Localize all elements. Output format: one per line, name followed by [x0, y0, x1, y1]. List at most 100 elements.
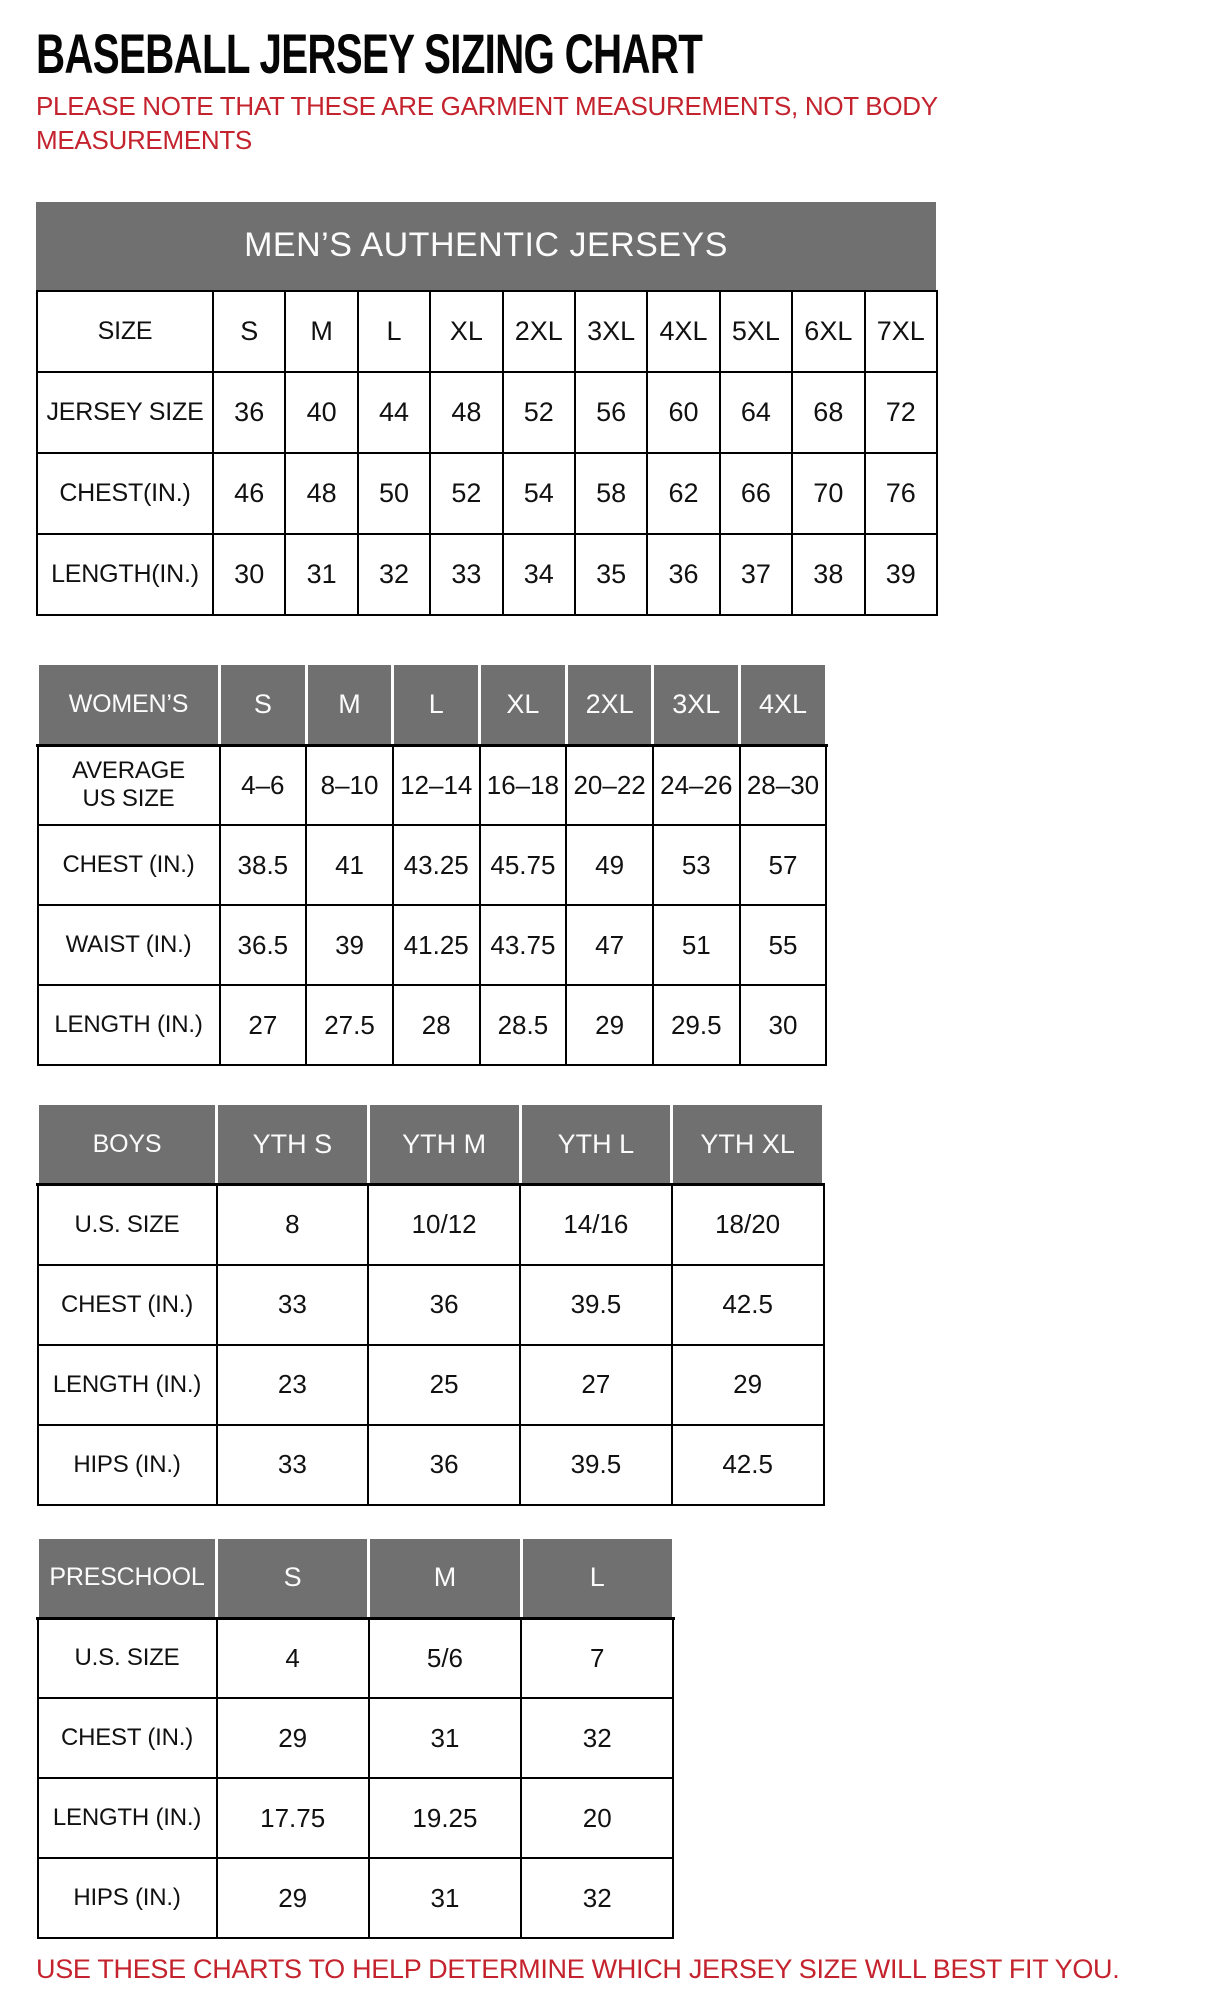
table-cell: 27 — [218, 984, 308, 1067]
table-cell: 33 — [215, 1423, 370, 1506]
table-cell: 31 — [367, 1857, 523, 1940]
table-cell: M — [304, 661, 395, 747]
table-cell: 38.5 — [218, 824, 308, 907]
table-cell: 40 — [284, 370, 359, 454]
table-cell: 49 — [565, 824, 654, 907]
table-cell: 28–30 — [738, 744, 828, 827]
mens-sizing-table: SIZE S M L XL 2XL 3XL 4XL 5XL 6XL 7XL JERSEY SIZE… — [36, 289, 938, 616]
boys-header-row: BOYS YTH S YTH M YTH L YTH XL — [36, 1102, 825, 1187]
table-cell: 48 — [429, 370, 504, 454]
table-cell: 76 — [863, 451, 938, 535]
table-cell: 31 — [367, 1697, 523, 1780]
table-cell: 30 — [211, 532, 287, 616]
table-cell: 29 — [670, 1343, 825, 1426]
table-cell: 7XL — [863, 289, 938, 373]
table-cell: 19.25 — [367, 1777, 523, 1860]
table-cell: L — [356, 289, 432, 373]
table-cell: 3XL — [651, 661, 742, 747]
row-label-length: LENGTH (IN.) — [36, 1343, 218, 1426]
table-cell: 33 — [215, 1263, 370, 1346]
table-cell: 54 — [501, 451, 576, 535]
table-cell: 47 — [565, 904, 654, 987]
table-cell: 17.75 — [215, 1777, 370, 1860]
table-cell: 70 — [791, 451, 866, 535]
row-label-chest: CHEST (IN.) — [36, 824, 221, 907]
row-label-hips: HIPS (IN.) — [36, 1857, 218, 1940]
table-cell: 4–6 — [218, 744, 308, 827]
table-cell: 35 — [573, 532, 649, 616]
table-cell: 27.5 — [305, 984, 394, 1067]
womens-row-chest: CHEST (IN.) 38.5 41 43.25 45.75 49 53 57 — [36, 824, 828, 907]
table-cell: 62 — [646, 451, 721, 535]
table-cell: 5/6 — [367, 1617, 523, 1700]
womens-header-row: WOMEN’S S M L XL 2XL 3XL 4XL — [36, 661, 828, 747]
garment-measurements-note-line2: MEASUREMENTS — [36, 124, 252, 155]
mens-row-jersey-size: JERSEY SIZE 36 40 44 48 52 56 60 64 68 72 — [36, 370, 938, 454]
table-cell: 43.75 — [478, 904, 568, 987]
table-cell: 29.5 — [651, 984, 741, 1067]
table-cell: 56 — [573, 370, 649, 454]
table-cell: 50 — [356, 451, 432, 535]
table-cell: 55 — [738, 904, 828, 987]
table-cell: S — [218, 661, 308, 747]
table-cell: 27 — [519, 1343, 673, 1426]
page-title: BASEBALL JERSEY SIZING CHART — [36, 22, 703, 85]
table-cell: 60 — [646, 370, 721, 454]
table-cell: 4XL — [646, 289, 721, 373]
table-cell: YTH L — [518, 1102, 674, 1187]
table-cell: 3XL — [573, 289, 649, 373]
table-cell: 31 — [284, 532, 359, 616]
row-label-length: LENGTH(IN.) — [36, 532, 214, 616]
fit-advice-note: USE THESE CHARTS TO HELP DETERMINE WHICH… — [36, 1954, 1120, 1985]
table-cell: L — [391, 661, 482, 747]
table-cell: 42.5 — [670, 1423, 825, 1506]
row-label-us-size: U.S. SIZE — [36, 1183, 218, 1266]
table-cell: 41 — [305, 824, 394, 907]
table-cell: L — [519, 1535, 675, 1620]
row-label-size: SIZE — [36, 289, 214, 373]
row-label-average-us-size: AVERAGE US SIZE — [36, 744, 221, 827]
womens-row-waist: WAIST (IN.) 36.5 39 41.25 43.75 47 51 55 — [36, 904, 828, 987]
boys-sizing-table: BOYS YTH S YTH M YTH L YTH XL U.S. SIZE 8 10… — [36, 1102, 825, 1506]
table-cell: 46 — [211, 451, 287, 535]
table-cell: 64 — [718, 370, 794, 454]
preschool-row-length: LENGTH (IN.) 17.75 19.25 20 — [36, 1777, 675, 1860]
boys-row-hips: HIPS (IN.) 33 36 39.5 42.5 — [36, 1423, 825, 1506]
table-cell: 52 — [501, 370, 576, 454]
womens-row-length: LENGTH (IN.) 27 27.5 28 28.5 29 29.5 30 — [36, 984, 828, 1067]
table-cell: 32 — [520, 1857, 675, 1940]
sizing-chart-page: BASEBALL JERSEY SIZING CHART PLEASE NOTE… — [0, 26, 1220, 1985]
boys-row-length: LENGTH (IN.) 23 25 27 29 — [36, 1343, 825, 1426]
table-cell: 42.5 — [670, 1263, 825, 1346]
table-cell: 2XL — [564, 661, 655, 747]
table-cell: M — [284, 289, 359, 373]
row-label-chest: CHEST(IN.) — [36, 451, 214, 535]
preschool-row-hips: HIPS (IN.) 29 31 32 — [36, 1857, 675, 1940]
table-cell: 44 — [356, 370, 432, 454]
table-cell: 30 — [738, 984, 828, 1067]
row-label-boys: BOYS — [36, 1102, 218, 1187]
preschool-row-chest: CHEST (IN.) 29 31 32 — [36, 1697, 675, 1780]
table-cell: 20 — [520, 1777, 675, 1860]
table-cell: XL — [478, 661, 568, 747]
table-cell: 68 — [791, 370, 866, 454]
table-cell: 39.5 — [519, 1263, 673, 1346]
womens-sizing-table: WOMEN’S S M L XL 2XL 3XL 4XL AVERAGE US SIZE 4… — [36, 661, 828, 1067]
table-cell: M — [367, 1535, 523, 1620]
table-cell: 48 — [284, 451, 359, 535]
table-cell: S — [214, 1535, 371, 1620]
table-cell: 33 — [429, 532, 504, 616]
table-cell: 28.5 — [478, 984, 568, 1067]
table-cell: 29 — [215, 1857, 370, 1940]
table-cell: 32 — [520, 1697, 675, 1780]
mens-row-chest: CHEST(IN.) 46 48 50 52 54 58 62 66 70 76 — [36, 451, 938, 535]
table-cell: 28 — [391, 984, 481, 1067]
table-cell: 25 — [367, 1343, 521, 1426]
row-label-length: LENGTH (IN.) — [36, 984, 221, 1067]
boys-row-chest: CHEST (IN.) 33 36 39.5 42.5 — [36, 1263, 825, 1346]
table-cell: 51 — [651, 904, 741, 987]
table-cell: 36 — [646, 532, 721, 616]
table-cell: 39 — [305, 904, 394, 987]
mens-table-banner: MEN’S AUTHENTIC JERSEYS — [36, 201, 936, 290]
